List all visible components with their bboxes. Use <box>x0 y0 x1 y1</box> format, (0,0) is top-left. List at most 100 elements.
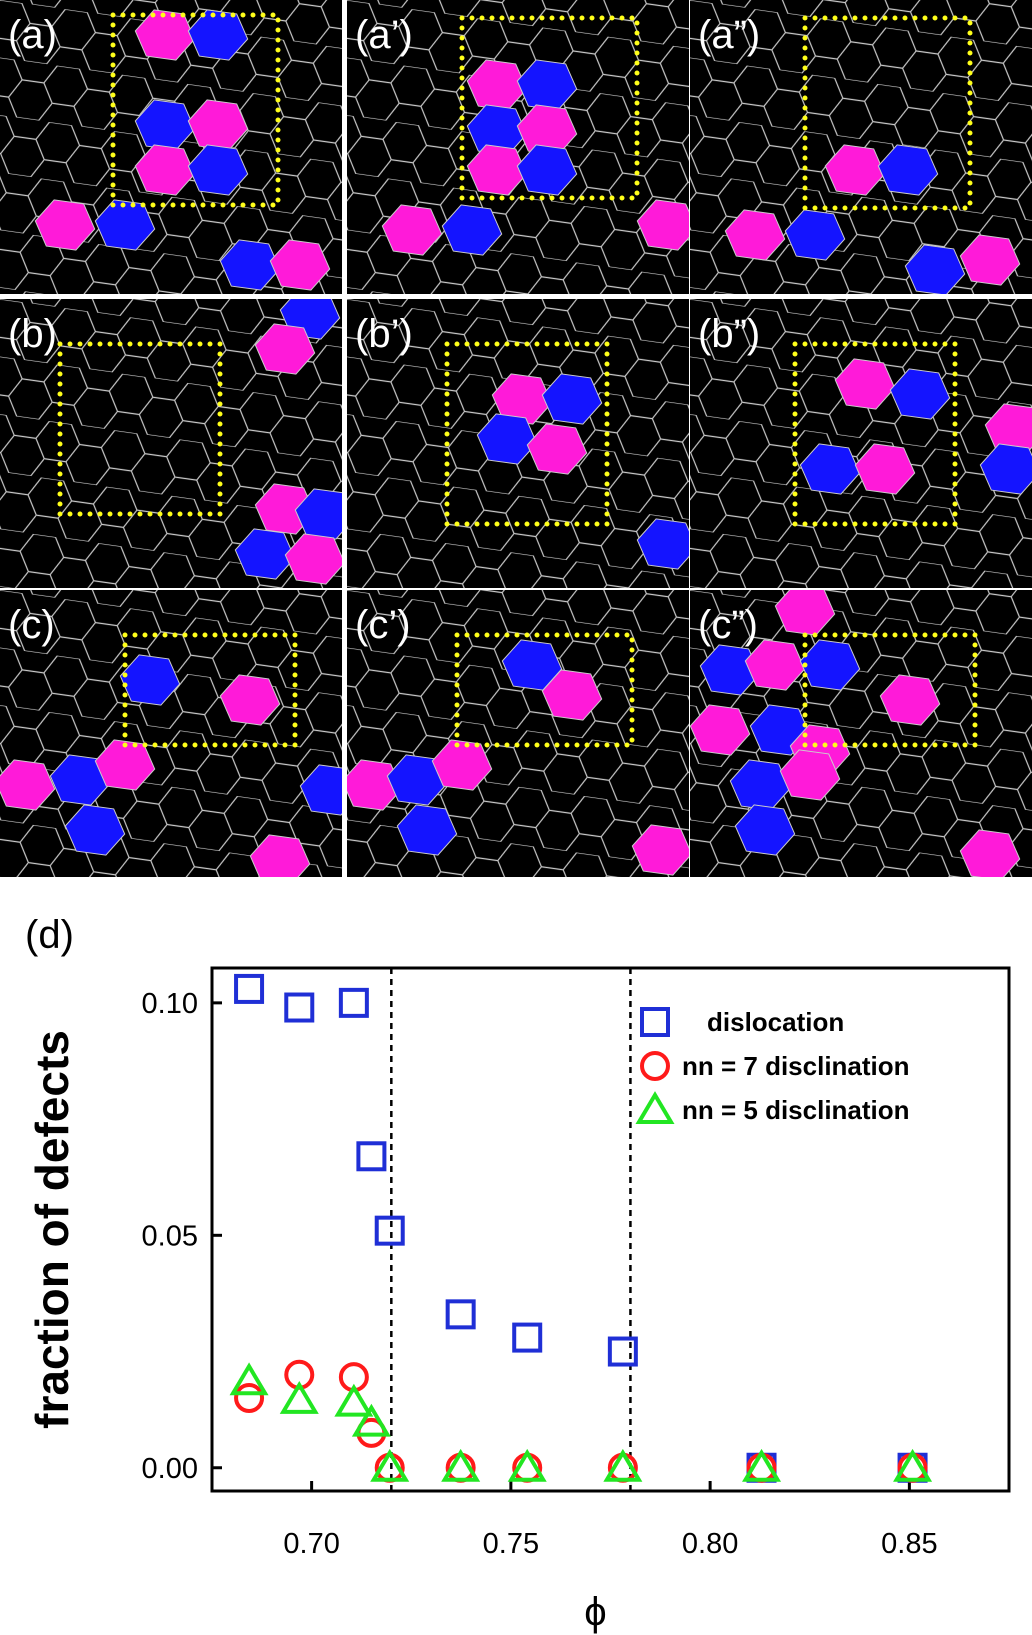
marker-square <box>512 1322 543 1353</box>
defect-cell <box>431 739 493 791</box>
defect-cell <box>0 759 56 811</box>
x-tick-label: 0.70 <box>283 1528 339 1560</box>
legend-label: dislocation <box>707 1007 844 1037</box>
defect-cell <box>396 804 458 856</box>
panel-label: (c’) <box>355 603 411 647</box>
defect-cell <box>979 443 1032 495</box>
panel-label: (c”) <box>698 603 758 647</box>
defect-cell <box>516 144 578 196</box>
marker-triangle <box>334 1383 374 1417</box>
panel-label: (b”) <box>698 312 760 356</box>
defect-cell <box>744 639 806 691</box>
defect-cell <box>187 144 249 196</box>
highlight-box <box>454 632 635 748</box>
defect-cell <box>834 358 896 410</box>
panel-label: (d) <box>25 913 74 957</box>
defect-cell <box>854 443 916 495</box>
marker-triangle <box>507 1448 547 1482</box>
defect-cell <box>249 834 311 877</box>
marker-triangle <box>441 1448 481 1482</box>
x-tick-label: 0.85 <box>881 1528 937 1560</box>
marker-square <box>356 1141 387 1172</box>
image-panel: (b”) <box>690 299 1032 588</box>
defect-cell <box>284 533 342 585</box>
y-tick-label: 0.05 <box>142 1220 198 1252</box>
defect-cell <box>526 423 588 475</box>
image-panel: (c) <box>0 590 342 877</box>
marker-square <box>338 987 369 1018</box>
voronoi-cells <box>0 590 342 877</box>
defect-cell <box>347 759 403 811</box>
defect-cell <box>904 244 966 294</box>
legend-label: nn = 5 disclination <box>682 1095 910 1125</box>
panel-label: (a) <box>8 13 57 57</box>
defect-cell <box>219 239 281 291</box>
highlight-box <box>110 12 281 208</box>
legend-label: nn = 7 disclination <box>682 1051 910 1081</box>
image-panel: (a’) <box>347 0 689 294</box>
x-axis-label: ϕ <box>584 1590 606 1634</box>
defect-cell <box>34 199 96 251</box>
defect-cell <box>119 654 181 706</box>
defect-cell <box>959 234 1021 286</box>
defect-cell <box>219 674 281 726</box>
marker-square <box>284 992 315 1023</box>
defect-cell <box>636 199 689 251</box>
defect-cell <box>134 144 196 196</box>
image-panel: (a”) <box>690 0 1032 294</box>
defect-cell <box>724 209 786 261</box>
defect-cell <box>476 413 538 465</box>
y-axis-label: fraction of defects <box>26 1030 78 1429</box>
image-panel: (b) <box>0 299 342 588</box>
panel-label: (a”) <box>698 13 760 57</box>
defect-cell <box>541 669 603 721</box>
defect-cell <box>491 373 553 425</box>
defect-cell <box>779 749 841 801</box>
marker-square <box>445 1299 476 1330</box>
defect-cell <box>466 144 528 196</box>
defect-cell <box>734 804 796 856</box>
marker-square <box>607 1336 638 1367</box>
highlight-box <box>459 15 640 201</box>
defect-cell <box>879 674 941 726</box>
marker-triangle <box>742 1448 782 1482</box>
marker-circle <box>640 1051 670 1081</box>
defect-cell <box>187 9 249 61</box>
defect-cell <box>441 204 503 256</box>
marker-circle <box>234 1383 265 1414</box>
image-panel: (a) <box>0 0 342 294</box>
panel-label: (b’) <box>355 312 413 356</box>
defect-cell <box>631 824 689 876</box>
marker-square <box>374 1215 405 1246</box>
marker-square <box>640 1007 670 1037</box>
marker-triangle <box>603 1448 643 1482</box>
defect-cell <box>294 488 342 540</box>
defect-cell <box>690 704 751 756</box>
defect-cell <box>254 323 316 375</box>
defect-cell <box>784 209 846 261</box>
defect-cell <box>381 204 443 256</box>
defect-cell <box>234 528 296 580</box>
marker-triangle <box>351 1403 391 1437</box>
defect-cell <box>889 368 951 420</box>
defect-cell <box>299 764 342 816</box>
panel-label: (b) <box>8 312 57 356</box>
marker-square <box>234 973 265 1004</box>
y-tick-label: 0.10 <box>142 988 198 1020</box>
marker-triangle <box>279 1380 319 1414</box>
defect-cell <box>699 644 761 696</box>
marker-triangle <box>229 1362 269 1396</box>
defect-cell <box>877 144 939 196</box>
image-panel: (c”) <box>690 590 1032 877</box>
defect-cell <box>799 443 861 495</box>
defect-cell <box>64 804 126 856</box>
highlight-box <box>444 341 610 527</box>
marker-triangle <box>893 1448 933 1482</box>
defect-cell <box>269 239 331 291</box>
plot-frame <box>210 966 1011 1493</box>
defect-cell <box>799 639 861 691</box>
panel-label: (c) <box>8 603 55 647</box>
defect-cell <box>541 373 603 425</box>
y-tick-label: 0.00 <box>142 1453 198 1485</box>
